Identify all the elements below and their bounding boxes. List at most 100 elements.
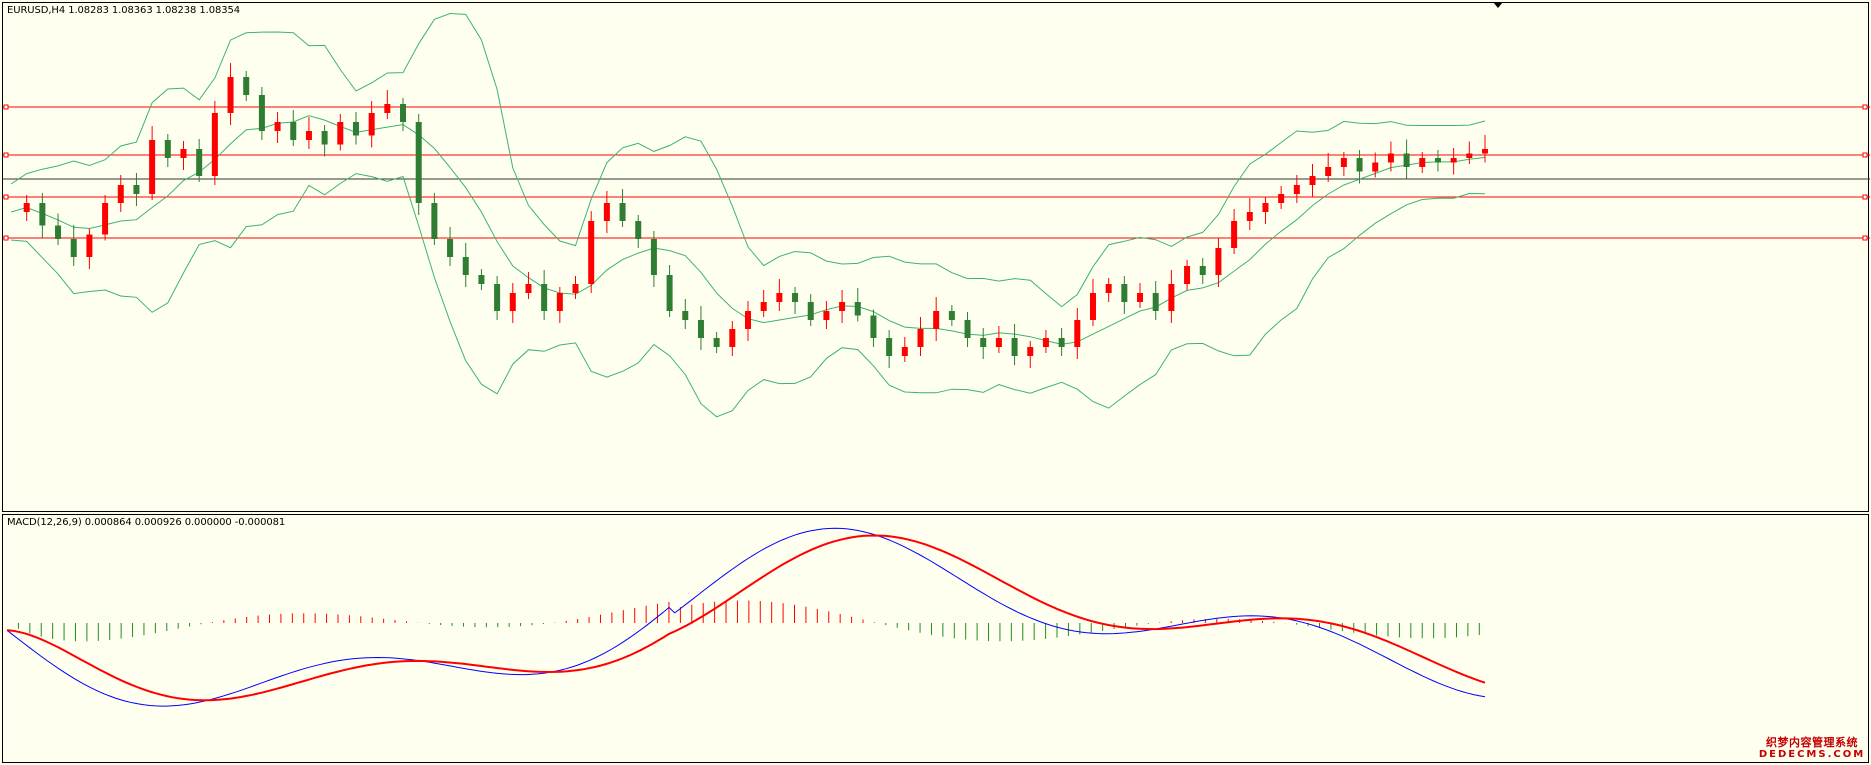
- candle-body: [1152, 293, 1159, 311]
- candle-body: [839, 302, 846, 311]
- level-handle: [3, 152, 9, 158]
- candle-body: [133, 185, 140, 194]
- candle-body: [1027, 347, 1034, 356]
- candle-body: [70, 239, 77, 257]
- candle-body: [196, 149, 203, 176]
- macd-indicator-label: MACD(12,26,9) 0.000864 0.000926 0.000000…: [7, 517, 286, 528]
- candle-body: [556, 293, 563, 311]
- level-handle: [1862, 194, 1868, 200]
- candle-body: [305, 131, 312, 140]
- candle-body: [117, 185, 124, 203]
- candle-body: [635, 221, 642, 239]
- candle-body: [1325, 167, 1332, 176]
- candle-body: [243, 77, 250, 95]
- candle-body: [1058, 338, 1065, 347]
- candle-body: [86, 234, 93, 257]
- candle-body: [431, 203, 438, 239]
- candle-body: [1199, 266, 1206, 275]
- candle-body: [478, 275, 485, 284]
- candle-body: [619, 203, 626, 221]
- candle-body: [1168, 284, 1175, 311]
- candle-body: [807, 302, 814, 320]
- price-chart-canvas[interactable]: [3, 3, 1870, 513]
- candle-body: [1121, 284, 1128, 302]
- candle-body: [1011, 338, 1018, 356]
- bollinger-lower-band: [10, 173, 1486, 418]
- candle-body: [290, 122, 297, 140]
- candle-body: [650, 239, 657, 275]
- candle-body: [494, 284, 501, 311]
- candle-body: [39, 203, 46, 226]
- candle-body: [1089, 293, 1096, 320]
- candle-body: [1215, 248, 1222, 275]
- candle-body: [1419, 158, 1426, 167]
- candle-body: [1074, 320, 1081, 347]
- candle-body: [760, 302, 767, 311]
- level-handle: [1862, 152, 1868, 158]
- candle-body: [541, 284, 548, 311]
- candle-body: [745, 311, 751, 329]
- candle-body: [211, 113, 218, 176]
- candle-body: [1403, 153, 1410, 167]
- candle-body: [415, 122, 422, 203]
- candle-body: [23, 203, 30, 212]
- watermark: 织梦内容管理系统 DEDECMS.COM: [1757, 737, 1867, 761]
- candle-body: [368, 113, 375, 136]
- candle-body: [901, 347, 908, 356]
- candle-body: [337, 122, 344, 145]
- level-handle: [1862, 235, 1868, 241]
- macd-indicator-pane[interactable]: MACD(12,26,9) 0.000864 0.000926 0.000000…: [2, 514, 1869, 763]
- candle-body: [964, 320, 971, 338]
- candle-body: [823, 311, 830, 320]
- candle-body: [1340, 158, 1347, 167]
- candle-body: [854, 302, 861, 316]
- price-chart-pane[interactable]: EURUSD,H4 1.08283 1.08363 1.08238 1.0835…: [2, 2, 1870, 513]
- candle-body: [729, 329, 736, 347]
- candle-body: [1356, 158, 1363, 172]
- chart-shift-marker-icon[interactable]: [1493, 2, 1503, 8]
- candle-body: [603, 203, 610, 221]
- candle-body: [1278, 194, 1285, 203]
- candle-body: [588, 221, 595, 284]
- candle-body: [666, 275, 673, 311]
- candle-body: [352, 122, 359, 136]
- candle-body: [55, 225, 62, 239]
- candle-body: [1450, 158, 1457, 163]
- candle-body: [697, 320, 704, 338]
- candle-body: [572, 284, 579, 293]
- candle-body: [792, 293, 799, 302]
- candle-body: [933, 311, 940, 329]
- candle-body: [321, 131, 328, 145]
- candle-body: [462, 257, 469, 275]
- candle-body: [164, 140, 171, 158]
- candle-body: [384, 104, 391, 113]
- candle-body: [1105, 284, 1112, 293]
- candle-body: [525, 284, 532, 293]
- macd-chart-canvas[interactable]: [3, 515, 1870, 764]
- candle-body: [886, 338, 893, 356]
- candle-body: [776, 293, 783, 302]
- level-handle: [3, 104, 9, 110]
- bollinger-upper-band: [10, 12, 1486, 308]
- candle-body: [917, 329, 924, 347]
- level-handle: [3, 235, 9, 241]
- candle-body: [274, 122, 281, 131]
- candle-body: [447, 239, 454, 257]
- candle-body: [1482, 149, 1488, 154]
- candle-body: [1387, 153, 1394, 163]
- candle-body: [948, 311, 955, 320]
- candle-body: [149, 140, 156, 194]
- signal-line: [6, 534, 1486, 702]
- candle-body: [1246, 212, 1253, 221]
- candle-body: [509, 293, 516, 311]
- candle-body: [1137, 293, 1144, 302]
- candle-body: [870, 315, 877, 338]
- candle-body: [980, 338, 987, 347]
- candle-body: [102, 203, 109, 235]
- watermark-line1: 织梦内容管理系统: [1766, 736, 1858, 749]
- watermark-line2: DEDECMS.COM: [1758, 749, 1866, 760]
- candle-body: [227, 77, 234, 113]
- candle-body: [400, 104, 407, 122]
- candle-body: [258, 95, 265, 131]
